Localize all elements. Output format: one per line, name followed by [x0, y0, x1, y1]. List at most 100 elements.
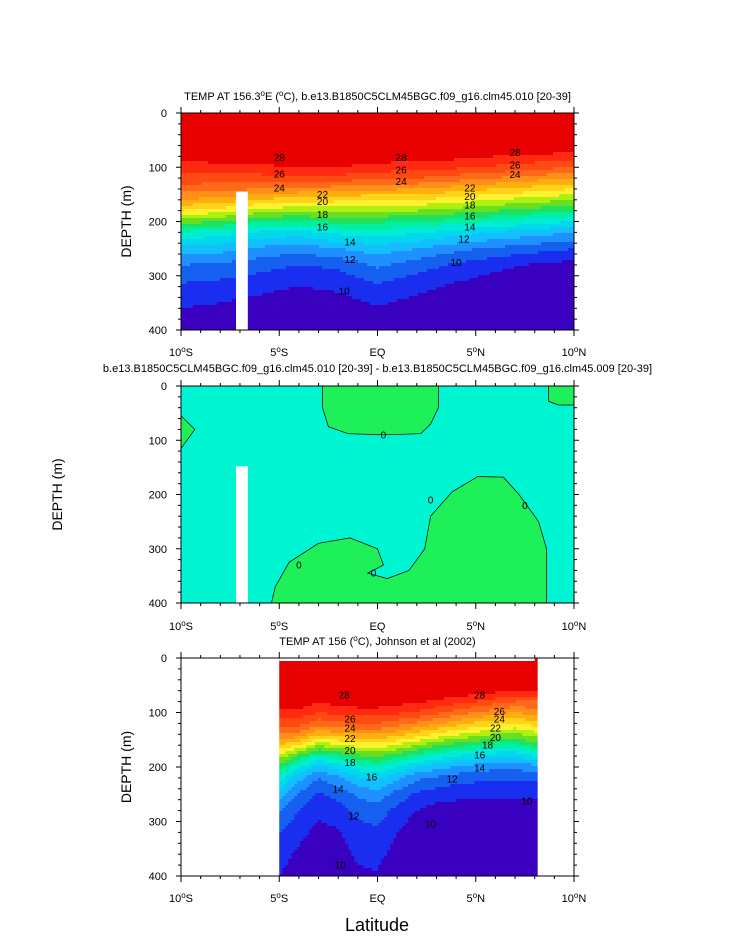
contour-cell — [325, 152, 329, 156]
contour-cell — [520, 134, 524, 138]
contour-cell — [532, 197, 536, 201]
contour-cell — [214, 167, 218, 171]
contour-cell — [181, 128, 185, 132]
contour-cell — [355, 125, 359, 129]
contour-cell — [211, 149, 215, 153]
contour-cell — [277, 218, 281, 222]
contour-cell — [364, 170, 368, 174]
contour-cell — [454, 125, 458, 129]
contour-cell — [322, 122, 326, 126]
contour-cell — [532, 167, 536, 171]
contour-cell — [514, 209, 518, 213]
contour-cell — [184, 173, 188, 177]
contour-cell — [232, 212, 236, 216]
contour-cell — [244, 125, 248, 129]
contour-cell — [418, 191, 422, 195]
contour-cell — [532, 203, 536, 207]
contour-cell — [571, 122, 574, 126]
contour-cell — [457, 221, 461, 225]
contour-cell — [367, 134, 371, 138]
contour-cell — [403, 137, 407, 141]
contour-cell — [283, 125, 287, 129]
contour-cell — [499, 176, 503, 180]
contour-cell — [253, 140, 257, 144]
contour-cell — [424, 122, 428, 126]
contour-cell — [382, 158, 386, 162]
contour-cell — [472, 113, 476, 117]
contour-cell — [379, 203, 383, 207]
contour-cell — [298, 122, 302, 126]
contour-cell — [250, 125, 254, 129]
contour-cell — [190, 134, 194, 138]
contour-cell — [274, 182, 278, 186]
contour-cell — [493, 134, 497, 138]
contour-cell — [289, 128, 293, 132]
contour-cell — [559, 203, 563, 207]
contour-cell — [571, 131, 574, 135]
contour-cell — [292, 224, 296, 228]
contour-cell — [190, 215, 194, 219]
contour-cell — [490, 209, 494, 213]
contour-cell — [256, 143, 260, 147]
contour-cell — [418, 116, 422, 120]
contour-cell — [424, 212, 428, 216]
contour-cell — [529, 152, 533, 156]
contour-cell — [355, 221, 359, 225]
contour-cell — [460, 188, 464, 192]
contour-cell — [289, 179, 293, 183]
contour-cell — [478, 167, 482, 171]
contour-cell — [232, 116, 236, 120]
contour-cell — [487, 218, 491, 222]
contour-cell — [445, 149, 449, 153]
contour-cell — [445, 224, 449, 228]
contour-cell — [475, 209, 479, 213]
contour-cell — [511, 125, 515, 129]
contour-cell — [187, 140, 191, 144]
contour-cell — [553, 173, 557, 177]
contour-cell — [541, 143, 545, 147]
contour-cell — [403, 176, 407, 180]
contour-cell — [391, 161, 395, 165]
contour-cell — [403, 134, 407, 138]
contour-cell — [268, 146, 272, 150]
contour-cell — [274, 212, 278, 216]
contour-cell — [397, 134, 401, 138]
contour-cell — [544, 170, 548, 174]
contour-cell — [523, 173, 527, 177]
contour-cell — [442, 143, 446, 147]
contour-cell — [499, 188, 503, 192]
contour-cell — [502, 140, 506, 144]
contour-cell — [274, 200, 278, 204]
contour-cell — [385, 152, 389, 156]
contour-cell — [514, 167, 518, 171]
contour-cell — [457, 191, 461, 195]
contour-cell — [316, 212, 320, 216]
contour-cell — [502, 113, 506, 117]
contour-cell — [418, 203, 422, 207]
contour-cell — [187, 146, 191, 150]
contour-cell — [544, 116, 548, 120]
contour-cell — [526, 122, 530, 126]
contour-cell — [406, 191, 410, 195]
contour-cell — [313, 161, 317, 165]
contour-cell — [310, 200, 314, 204]
contour-cell — [475, 116, 479, 120]
contour-cell — [463, 152, 467, 156]
contour-cell — [313, 131, 317, 135]
contour-cell — [496, 113, 500, 117]
contour-cell — [481, 122, 485, 126]
contour-cell — [229, 137, 233, 141]
contour-cell — [376, 197, 380, 201]
contour-cell — [379, 161, 383, 165]
contour-cell — [280, 203, 284, 207]
contour-cell — [187, 134, 191, 138]
contour-cell — [280, 158, 284, 162]
contour-cell — [562, 161, 566, 165]
contour-cell — [226, 173, 230, 177]
contour-cell — [196, 161, 200, 165]
contour-cell — [343, 203, 347, 207]
contour-cell — [505, 188, 509, 192]
contour-cell — [247, 161, 251, 165]
contour-cell — [508, 137, 512, 141]
contour-cell — [538, 164, 542, 168]
